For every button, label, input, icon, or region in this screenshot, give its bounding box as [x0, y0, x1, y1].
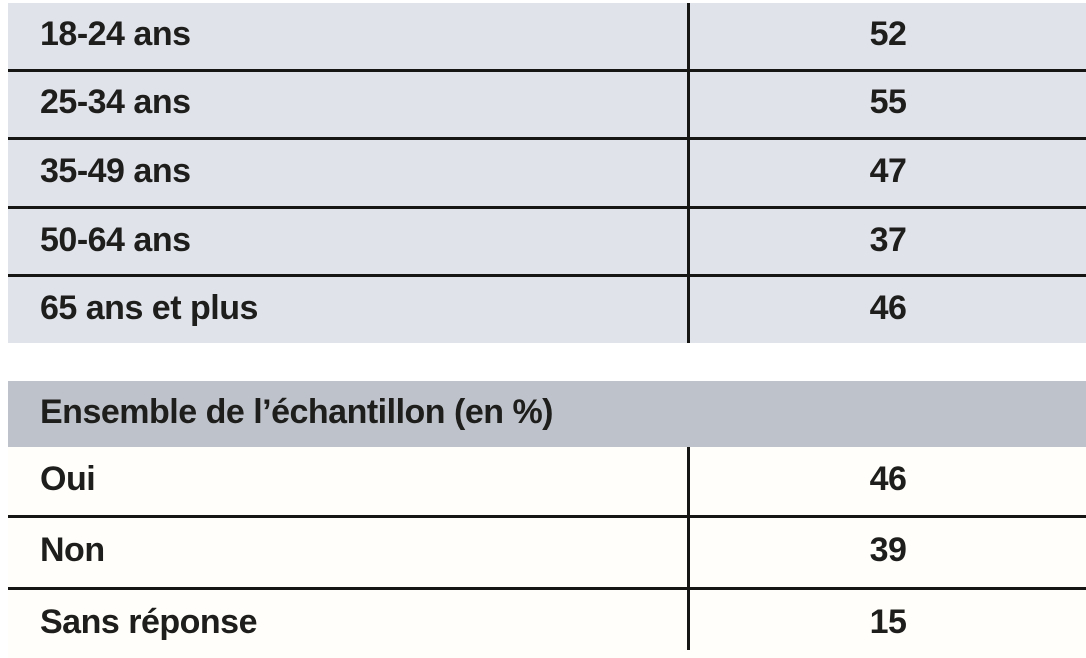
row-label: 65 ans et plus [40, 291, 258, 328]
row-value: 46 [869, 460, 907, 499]
row-label: 50-64 ans [40, 222, 191, 259]
row-label: Non [40, 533, 105, 570]
table-header-band: Ensemble de l’échantillon (en %) [8, 381, 1086, 447]
row-value: 37 [869, 220, 907, 259]
table-header-title: Ensemble de l’échantillon (en %) [40, 395, 554, 431]
age-breakdown-table: 18-24 ans 52 25-34 ans 55 35-49 ans 47 5… [8, 3, 1086, 343]
table-row-non: Non 39 [8, 515, 1086, 587]
table-row-35-49: 35-49 ans 47 [8, 137, 1086, 206]
column-divider [687, 3, 690, 343]
row-value: 39 [869, 531, 907, 570]
table-row-25-34: 25-34 ans 55 [8, 68, 1086, 138]
table-row-50-64: 50-64 ans 37 [8, 205, 1086, 275]
row-label: 25-34 ans [40, 85, 191, 122]
column-divider [687, 447, 690, 650]
ensemble-results-table: Ensemble de l’échantillon (en %) Oui 46 … [8, 381, 1086, 658]
table-row-sans-reponse: Sans réponse 15 [8, 586, 1086, 658]
row-value: 46 [869, 289, 907, 328]
row-label: Oui [40, 462, 96, 499]
table-row-65-plus: 65 ans et plus 46 [8, 274, 1086, 343]
row-value: 47 [869, 151, 907, 190]
row-label: 18-24 ans [40, 16, 191, 53]
row-value: 55 [869, 83, 907, 122]
row-value: 15 [869, 602, 907, 641]
row-label: 35-49 ans [40, 153, 191, 190]
table-row-18-24: 18-24 ans 52 [8, 3, 1086, 69]
row-value: 52 [869, 14, 907, 53]
table-row-oui: Oui 46 [8, 447, 1086, 516]
row-label: Sans réponse [40, 604, 257, 641]
